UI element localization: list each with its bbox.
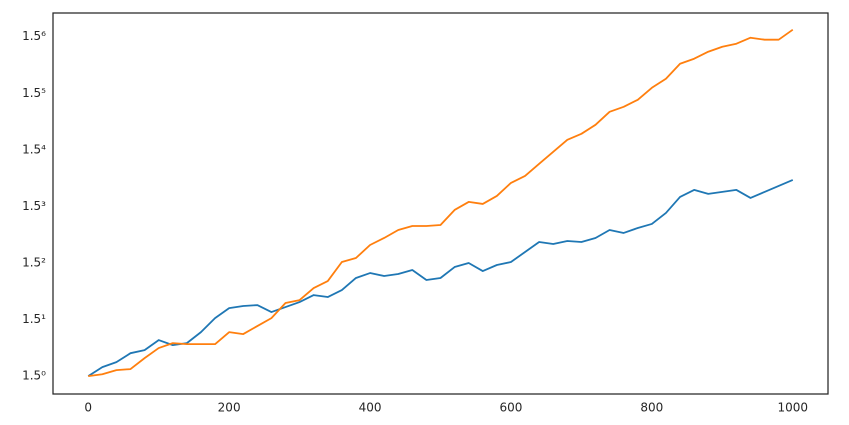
x-tick-label: 400 (359, 401, 382, 415)
x-tick-label: 200 (218, 401, 241, 415)
line-series (87, 179, 794, 377)
y-tick-label: 1.5⁶ (22, 29, 46, 43)
line-series (88, 28, 794, 378)
x-tick-label: 600 (500, 401, 523, 415)
x-tick-label: 0 (84, 401, 92, 415)
y-tick-label: 1.5¹ (22, 312, 46, 326)
y-tick-label: 1.5⁴ (22, 142, 46, 156)
y-tick-label: 1.5⁰ (22, 369, 46, 383)
y-tick-label: 1.5⁵ (22, 86, 46, 100)
x-tick-label: 1000 (777, 401, 808, 415)
y-tick-label: 1.5² (22, 256, 46, 270)
x-tick-label: 800 (640, 401, 663, 415)
y-tick-label: 1.5³ (22, 199, 46, 213)
plot-frame (52, 12, 829, 395)
